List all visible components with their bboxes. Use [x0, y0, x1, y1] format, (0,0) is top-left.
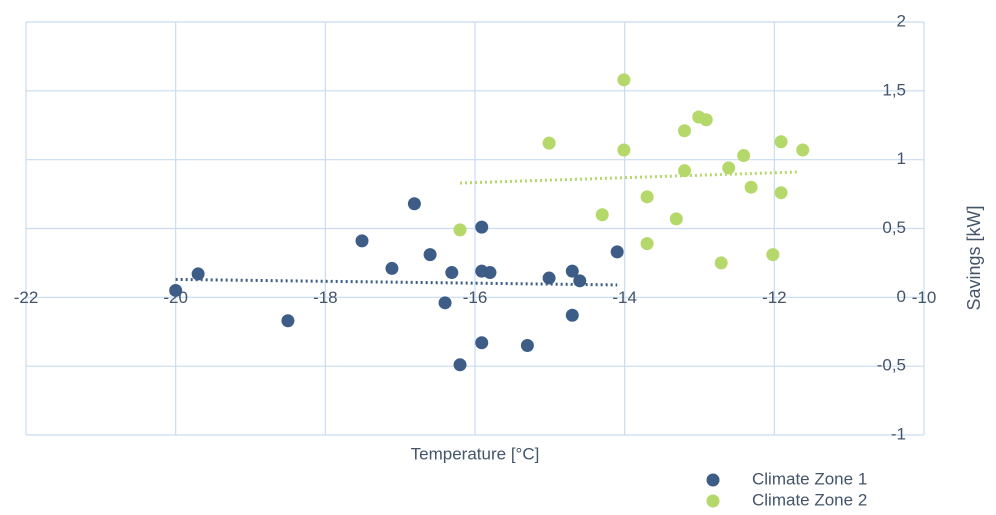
x-tick-label: -10 — [912, 288, 937, 307]
y-tick-label: 1,5 — [882, 80, 906, 99]
scatter-point — [385, 261, 399, 275]
scatter-point — [774, 135, 788, 149]
scatter-point — [542, 136, 556, 150]
scatter-point — [438, 296, 452, 310]
y-axis-title: Savings [kW] — [964, 205, 984, 310]
scatter-point — [169, 283, 183, 297]
x-tick-label: -16 — [463, 288, 488, 307]
y-tick-label: 1 — [897, 149, 906, 168]
scatter-point — [565, 264, 579, 278]
scatter-point — [610, 245, 624, 259]
x-tick-label: -18 — [313, 288, 338, 307]
scatter-point — [617, 73, 631, 87]
scatter-point — [766, 248, 780, 262]
scatter-point — [281, 314, 295, 328]
legend-label: Climate Zone 1 — [752, 469, 867, 488]
scatter-point — [542, 271, 556, 285]
scatter-point — [475, 220, 489, 234]
scatter-point — [678, 124, 692, 138]
trendline — [175, 277, 618, 287]
scatter-point — [699, 113, 713, 127]
legend-marker — [706, 473, 720, 487]
legend-label: Climate Zone 2 — [752, 490, 867, 509]
scatter-point — [595, 208, 609, 222]
scatter-point — [669, 212, 683, 226]
scatter-point — [453, 223, 467, 237]
x-tick-label: -22 — [14, 288, 39, 307]
scatter-point — [520, 339, 534, 353]
x-axis-title: Temperature [°C] — [411, 444, 540, 463]
scatter-point — [191, 267, 205, 281]
y-tick-label: -0,5 — [877, 356, 906, 375]
y-tick-label: 0 — [897, 287, 906, 306]
scatter-point — [445, 266, 459, 280]
y-tick-label: 0,5 — [882, 218, 906, 237]
scatter-point — [640, 237, 654, 251]
scatter-point — [744, 180, 758, 194]
scatter-point — [714, 256, 728, 270]
legend-marker — [706, 494, 720, 508]
y-tick-label: 2 — [897, 11, 906, 30]
scatter-point — [573, 274, 587, 288]
scatter-point — [565, 308, 579, 322]
y-tick-label: -1 — [891, 424, 906, 443]
scatter-point — [407, 197, 421, 211]
scatter-point — [453, 358, 467, 372]
scatter-point — [355, 234, 369, 248]
scatter-point — [737, 149, 751, 163]
scatter-point — [722, 161, 736, 175]
scatter-point — [640, 190, 654, 204]
scatter-point — [617, 143, 631, 157]
scatter-point — [796, 143, 810, 157]
scatter-point — [423, 248, 437, 262]
scatter-point — [483, 266, 497, 280]
trendline — [459, 170, 797, 185]
x-tick-label: -12 — [762, 288, 787, 307]
x-tick-label: -14 — [612, 288, 637, 307]
scatter-point — [475, 336, 489, 350]
scatter-point — [774, 186, 788, 200]
scatter-point — [678, 164, 692, 178]
